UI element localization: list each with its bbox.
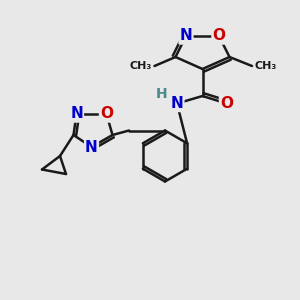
Text: CH₃: CH₃: [254, 61, 277, 71]
Text: H: H: [156, 88, 168, 101]
Text: CH₃: CH₃: [130, 61, 152, 71]
Text: O: O: [212, 28, 226, 44]
Text: O: O: [100, 106, 113, 122]
Text: N: N: [85, 140, 98, 154]
Text: N: N: [171, 96, 183, 111]
Text: N: N: [70, 106, 83, 122]
Text: N: N: [180, 28, 192, 44]
Text: O: O: [220, 96, 233, 111]
